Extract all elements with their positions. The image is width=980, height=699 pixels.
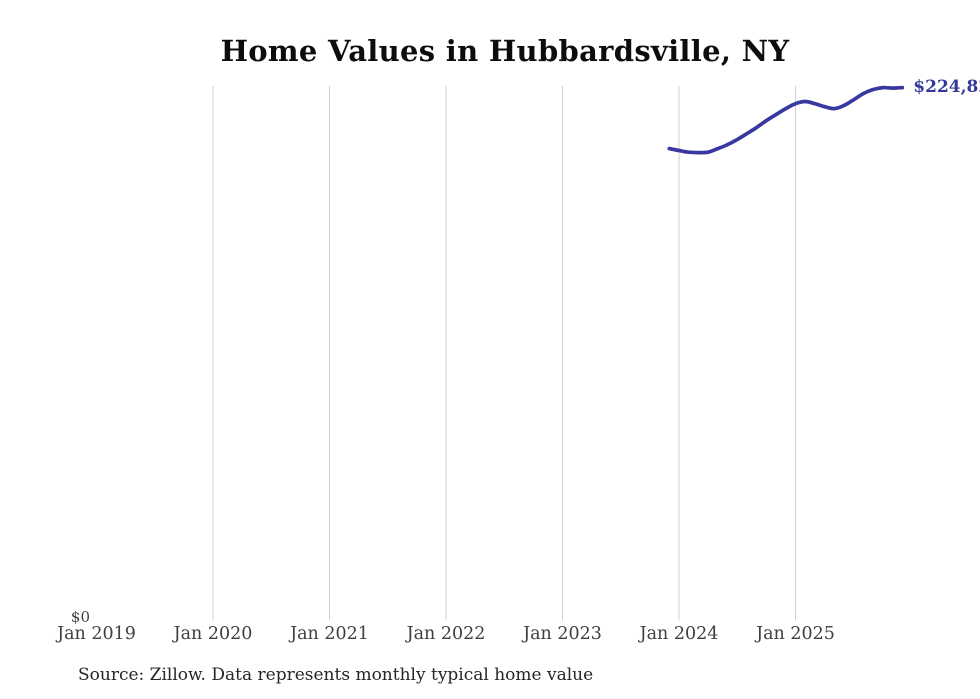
chart-title: Home Values in Hubbardsville, NY bbox=[220, 34, 790, 68]
x-axis-label-jan-2021: Jan 2021 bbox=[290, 624, 369, 644]
x-axis-label-jan-2020: Jan 2020 bbox=[173, 624, 253, 644]
x-axis-label-jan-2024: Jan 2024 bbox=[639, 624, 719, 644]
x-axis-label-jan-2023: Jan 2023 bbox=[523, 624, 602, 644]
x-axis-label-jan-2025: Jan 2025 bbox=[756, 624, 835, 644]
x-axis-label-jan-2019: Jan 2019 bbox=[57, 624, 136, 644]
vertical-gridlines bbox=[212, 86, 796, 621]
y-axis-zero-label: $0 bbox=[70, 608, 90, 626]
home-value-line-series bbox=[667, 85, 905, 155]
x-axis-label-jan-2022: Jan 2022 bbox=[406, 624, 486, 644]
latest-value-label: $224,822 bbox=[913, 76, 980, 97]
source-note: Source: Zillow. Data represents monthly … bbox=[78, 665, 594, 685]
